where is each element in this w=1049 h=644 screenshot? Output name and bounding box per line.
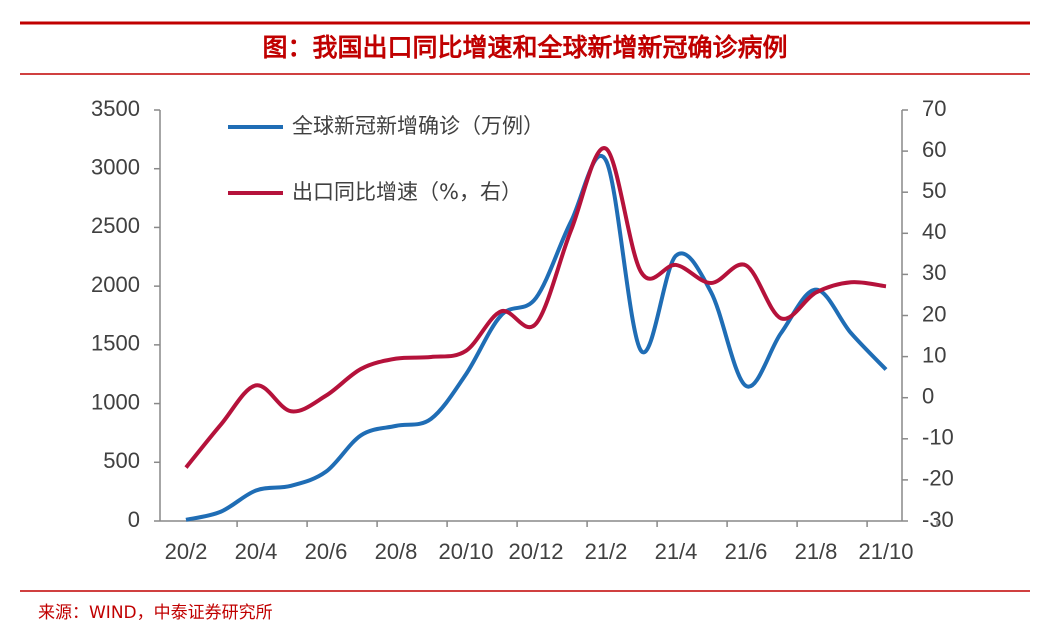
legend-label: 出口同比增速（%，右） (292, 180, 522, 204)
x-tick-label: 21/6 (725, 539, 768, 564)
y2-tick-label: 30 (922, 260, 946, 285)
y2-tick-label: -30 (922, 507, 954, 532)
y-tick-label: 1000 (91, 389, 140, 414)
x-tick-label: 20/8 (375, 539, 418, 564)
x-tick-label: 20/2 (165, 539, 208, 564)
x-tick-label: 20/10 (438, 539, 493, 564)
y2-tick-label: 50 (922, 178, 946, 203)
y2-tick-label: 10 (922, 342, 946, 367)
y-tick-label: 3500 (91, 96, 140, 121)
chart-title: 图：我国出口同比增速和全球新增新冠确诊病例 (262, 33, 787, 62)
x-tick-label: 21/8 (795, 539, 838, 564)
y2-tick-label: 70 (922, 96, 946, 121)
y2-tick-label: -10 (922, 425, 954, 450)
y2-tick-label: -20 (922, 466, 954, 491)
y-tick-label: 500 (103, 448, 140, 473)
x-tick-label: 21/2 (585, 539, 628, 564)
legend-label: 全球新冠新增确诊（万例） (292, 114, 544, 138)
y2-tick-label: 40 (922, 219, 946, 244)
series-line (185, 154, 888, 522)
x-tick-label: 21/4 (655, 539, 698, 564)
y2-tick-label: 20 (922, 301, 946, 326)
x-tick-label: 20/6 (305, 539, 348, 564)
y-tick-label: 2500 (91, 213, 140, 238)
series-line (184, 146, 887, 469)
x-tick-label: 20/4 (235, 539, 278, 564)
y-tick-label: 2000 (91, 272, 140, 297)
y-tick-label: 3000 (91, 155, 140, 180)
x-tick-label: 20/12 (508, 539, 563, 564)
y2-tick-label: 60 (922, 137, 946, 162)
y-tick-label: 0 (128, 507, 140, 532)
y-tick-label: 1500 (91, 331, 140, 356)
x-tick-label: 21/10 (858, 539, 913, 564)
y2-tick-label: 0 (922, 384, 934, 409)
source: 来源：WIND，中泰证券研究所 (38, 603, 273, 623)
